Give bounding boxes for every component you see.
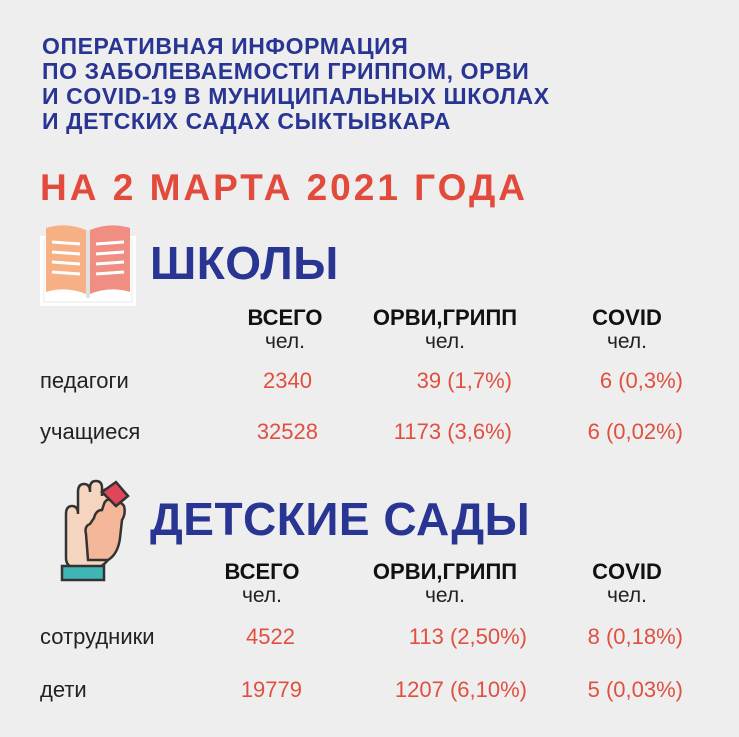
col-head-label: ОРВИ,ГРИПП (372, 305, 518, 330)
kindergartens-title: ДЕТСКИЕ САДЫ (150, 493, 531, 545)
kg-row-flu: 113 (2,50%) (408, 624, 527, 649)
col-head-label: ВСЕГО (224, 559, 300, 584)
book-icon (40, 222, 136, 308)
kg-row-covid: 8 (0,18%) (587, 624, 683, 649)
col-head-unit: чел. (606, 584, 647, 607)
kg-col-total: ВСЕГО чел. (225, 560, 300, 608)
col-head-unit: чел. (424, 330, 465, 353)
col-head-unit: чел. (424, 584, 465, 607)
kg-row-label: сотрудники (40, 624, 155, 649)
col-head-label: ВСЕГО (247, 305, 323, 330)
col-head-unit: чел. (606, 330, 647, 353)
schools-row-covid: 6 (0,3%) (599, 368, 683, 393)
col-head-label: COVID (592, 305, 662, 330)
schools-row-flu: 39 (1,7%) (416, 368, 512, 393)
schools-col-flu: ОРВИ,ГРИПП чел. (373, 306, 517, 354)
schools-col-total: ВСЕГО чел. (248, 306, 323, 354)
schools-row-total: 32528 (256, 419, 318, 444)
col-head-unit: чел. (264, 330, 305, 353)
kg-col-flu: ОРВИ,ГРИПП чел. (373, 560, 517, 608)
title-line: ОПЕРАТИВНАЯ ИНФОРМАЦИЯ (42, 33, 409, 59)
schools-row-total: 2340 (263, 368, 312, 393)
header-title: ОПЕРАТИВНАЯ ИНФОРМАЦИЯ ПО ЗАБОЛЕВАЕМОСТИ… (42, 34, 722, 134)
schools-row-label: учащиеся (40, 419, 141, 444)
kg-row-label: дети (40, 677, 87, 702)
kg-row-covid: 5 (0,03%) (587, 677, 683, 702)
kg-row-total: 19779 (240, 677, 302, 702)
title-line: И COVID-19 В МУНИЦИПАЛЬНЫХ ШКОЛАХ (42, 83, 550, 109)
hands-icon (40, 478, 132, 582)
schools-row-label: педагоги (40, 368, 129, 393)
title-line: И ДЕТСКИХ САДАХ СЫКТЫВКАРА (42, 108, 451, 134)
schools-col-covid: COVID чел. (592, 306, 662, 354)
title-line: ПО ЗАБОЛЕВАЕМОСТИ ГРИППОМ, ОРВИ (42, 58, 530, 84)
schools-title: ШКОЛЫ (150, 237, 339, 289)
report-date: НА 2 МАРТА 2021 ГОДА (40, 167, 529, 208)
kg-col-covid: COVID чел. (592, 560, 662, 608)
schools-row-flu: 1173 (3,6%) (393, 419, 512, 444)
schools-row-covid: 6 (0,02%) (587, 419, 683, 444)
kg-row-flu: 1207 (6,10%) (394, 677, 527, 702)
col-head-unit: чел. (241, 584, 282, 607)
kg-row-total: 4522 (246, 624, 295, 649)
col-head-label: COVID (592, 559, 662, 584)
col-head-label: ОРВИ,ГРИПП (372, 559, 518, 584)
